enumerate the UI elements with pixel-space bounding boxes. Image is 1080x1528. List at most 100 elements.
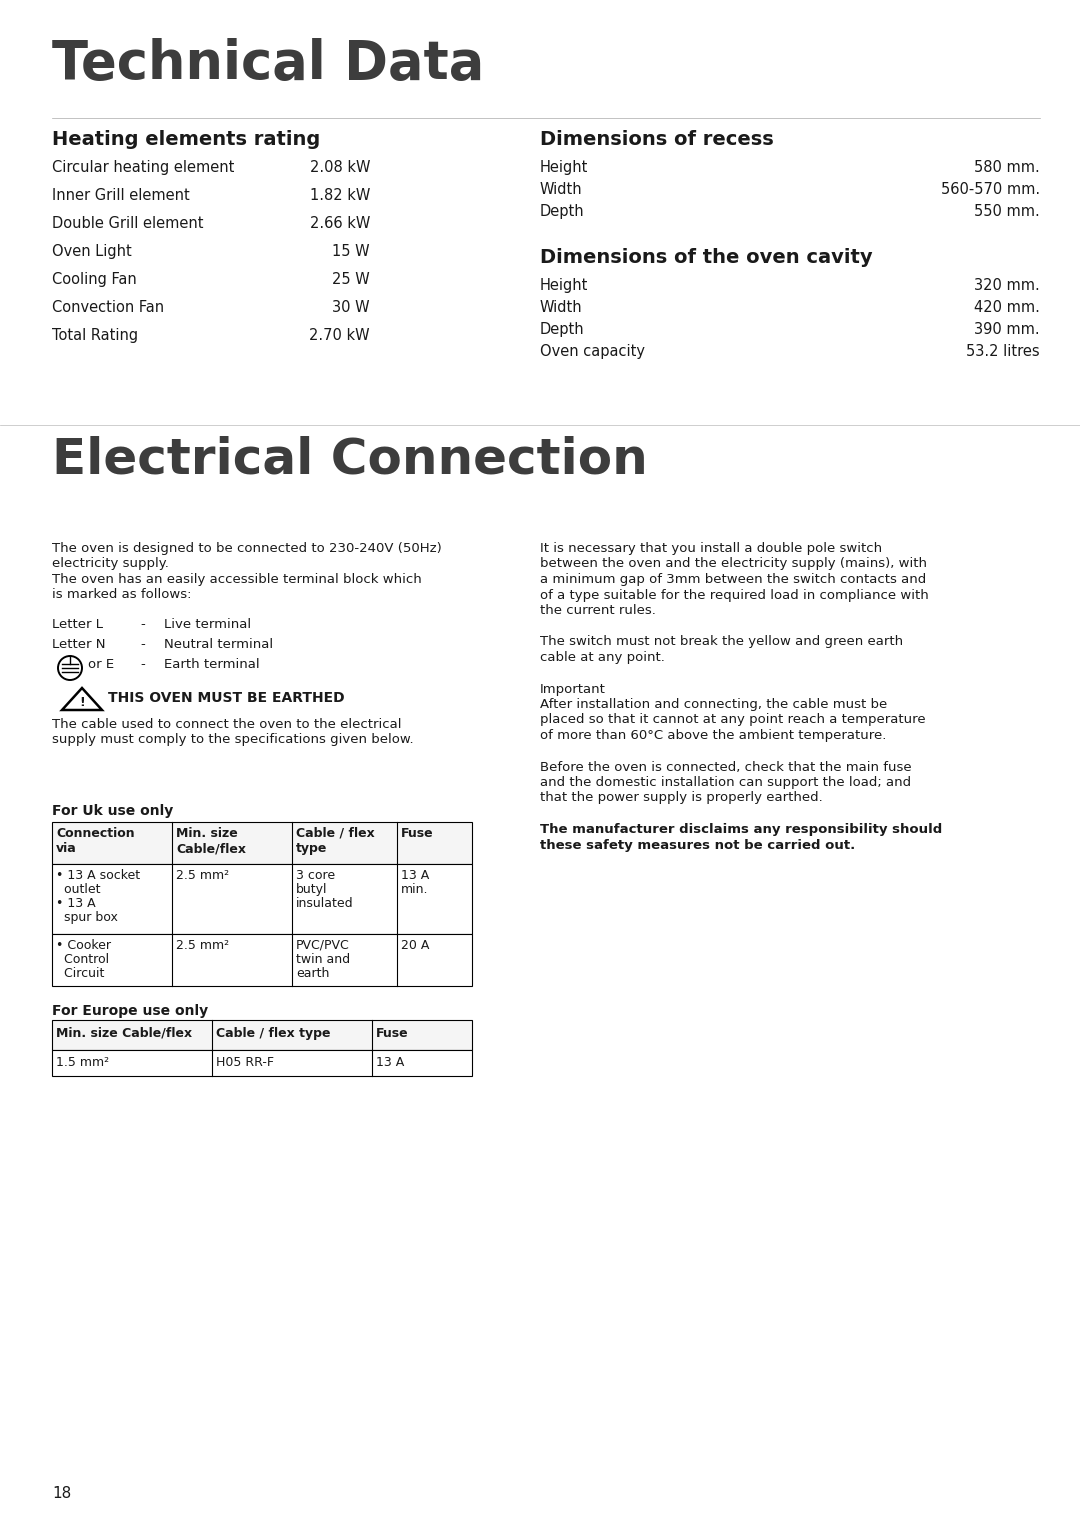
Text: a minimum gap of 3mm between the switch contacts and: a minimum gap of 3mm between the switch … <box>540 573 927 587</box>
Text: or E: or E <box>87 659 114 671</box>
Text: Electrical Connection: Electrical Connection <box>52 435 648 483</box>
Bar <box>52 1050 472 1076</box>
Text: Technical Data: Technical Data <box>52 38 484 90</box>
Text: For Europe use only: For Europe use only <box>52 1004 208 1018</box>
Text: 420 mm.: 420 mm. <box>974 299 1040 315</box>
Text: Fuse: Fuse <box>376 1027 408 1041</box>
Text: Oven Light: Oven Light <box>52 244 132 260</box>
Text: Double Grill element: Double Grill element <box>52 215 203 231</box>
Text: the current rules.: the current rules. <box>540 604 656 617</box>
Text: 1.82 kW: 1.82 kW <box>310 188 370 203</box>
Text: spur box: spur box <box>56 911 118 924</box>
Text: butyl: butyl <box>296 883 327 895</box>
Text: 30 W: 30 W <box>333 299 370 315</box>
Text: PVC/PVC: PVC/PVC <box>296 940 350 952</box>
Text: min.: min. <box>401 883 429 895</box>
Text: THIS OVEN MUST BE EARTHED: THIS OVEN MUST BE EARTHED <box>108 691 345 704</box>
Text: Before the oven is connected, check that the main fuse: Before the oven is connected, check that… <box>540 761 912 773</box>
Text: via: via <box>56 842 77 856</box>
Text: 560-570 mm.: 560-570 mm. <box>941 182 1040 197</box>
Text: 2.5 mm²: 2.5 mm² <box>176 940 229 952</box>
Text: Convection Fan: Convection Fan <box>52 299 164 315</box>
Text: 2.5 mm²: 2.5 mm² <box>176 869 229 882</box>
Text: • 13 A socket: • 13 A socket <box>56 869 140 882</box>
Text: -: - <box>140 659 145 671</box>
Bar <box>52 863 472 934</box>
Text: Letter N: Letter N <box>52 639 106 651</box>
Text: Fuse: Fuse <box>401 827 434 840</box>
Text: After installation and connecting, the cable must be: After installation and connecting, the c… <box>540 698 888 711</box>
Text: Oven capacity: Oven capacity <box>540 344 645 359</box>
Text: Control: Control <box>56 953 109 966</box>
Text: Min. size Cable/flex: Min. size Cable/flex <box>56 1027 192 1041</box>
Text: H05 RR-F: H05 RR-F <box>216 1056 274 1070</box>
Text: 20 A: 20 A <box>401 940 430 952</box>
Text: 15 W: 15 W <box>333 244 370 260</box>
Text: -: - <box>140 617 145 631</box>
Text: electricity supply.: electricity supply. <box>52 558 168 570</box>
Text: and the domestic installation can support the load; and: and the domestic installation can suppor… <box>540 776 912 788</box>
Text: 2.66 kW: 2.66 kW <box>310 215 370 231</box>
Text: The oven has an easily accessible terminal block which: The oven has an easily accessible termin… <box>52 573 422 587</box>
Text: It is necessary that you install a double pole switch: It is necessary that you install a doubl… <box>540 542 882 555</box>
Text: Cable / flex type: Cable / flex type <box>216 1027 330 1041</box>
Text: supply must comply to the specifications given below.: supply must comply to the specifications… <box>52 733 414 747</box>
Text: cable at any point.: cable at any point. <box>540 651 665 665</box>
Text: 2.08 kW: 2.08 kW <box>310 160 370 176</box>
Text: • Cooker: • Cooker <box>56 940 111 952</box>
Bar <box>52 1021 472 1050</box>
Text: 1.5 mm²: 1.5 mm² <box>56 1056 109 1070</box>
Text: 13 A: 13 A <box>401 869 429 882</box>
Text: 390 mm.: 390 mm. <box>974 322 1040 338</box>
Text: Circuit: Circuit <box>56 967 105 979</box>
Text: Min. size: Min. size <box>176 827 238 840</box>
Text: Neutral terminal: Neutral terminal <box>164 639 273 651</box>
Text: Depth: Depth <box>540 322 584 338</box>
Text: The oven is designed to be connected to 230-240V (50Hz): The oven is designed to be connected to … <box>52 542 442 555</box>
Text: Cable / flex: Cable / flex <box>296 827 375 840</box>
Bar <box>52 934 472 986</box>
Text: type: type <box>296 842 327 856</box>
Text: that the power supply is properly earthed.: that the power supply is properly earthe… <box>540 792 823 805</box>
Text: 580 mm.: 580 mm. <box>974 160 1040 176</box>
Text: Heating elements rating: Heating elements rating <box>52 130 321 150</box>
Text: these safety measures not be carried out.: these safety measures not be carried out… <box>540 839 855 851</box>
Text: 25 W: 25 W <box>333 272 370 287</box>
Text: outlet: outlet <box>56 883 100 895</box>
Text: Height: Height <box>540 160 589 176</box>
Text: 550 mm.: 550 mm. <box>974 205 1040 219</box>
Text: Dimensions of the oven cavity: Dimensions of the oven cavity <box>540 248 873 267</box>
Text: Cable/flex: Cable/flex <box>176 842 246 856</box>
Text: Height: Height <box>540 278 589 293</box>
Text: Important: Important <box>540 683 606 695</box>
Text: Circular heating element: Circular heating element <box>52 160 234 176</box>
Text: Inner Grill element: Inner Grill element <box>52 188 190 203</box>
Text: Letter L: Letter L <box>52 617 103 631</box>
Text: Total Rating: Total Rating <box>52 329 138 342</box>
Text: Connection: Connection <box>56 827 135 840</box>
Text: Dimensions of recess: Dimensions of recess <box>540 130 773 150</box>
Text: earth: earth <box>296 967 329 979</box>
Text: Depth: Depth <box>540 205 584 219</box>
Bar <box>52 822 472 863</box>
Text: 3 core: 3 core <box>296 869 335 882</box>
Text: 13 A: 13 A <box>376 1056 404 1070</box>
Text: Width: Width <box>540 182 582 197</box>
Text: twin and: twin and <box>296 953 350 966</box>
Text: between the oven and the electricity supply (mains), with: between the oven and the electricity sup… <box>540 558 927 570</box>
Text: Earth terminal: Earth terminal <box>164 659 259 671</box>
Text: 2.70 kW: 2.70 kW <box>309 329 370 342</box>
Text: The cable used to connect the oven to the electrical: The cable used to connect the oven to th… <box>52 718 402 730</box>
Text: of more than 60°C above the ambient temperature.: of more than 60°C above the ambient temp… <box>540 729 887 743</box>
Text: Width: Width <box>540 299 582 315</box>
Text: Cooling Fan: Cooling Fan <box>52 272 137 287</box>
Text: !: ! <box>79 695 85 709</box>
Text: 18: 18 <box>52 1487 71 1500</box>
Text: placed so that it cannot at any point reach a temperature: placed so that it cannot at any point re… <box>540 714 926 726</box>
Text: The manufacturer disclaims any responsibility should: The manufacturer disclaims any responsib… <box>540 824 942 836</box>
Text: -: - <box>140 639 145 651</box>
Text: 320 mm.: 320 mm. <box>974 278 1040 293</box>
Text: • 13 A: • 13 A <box>56 897 96 911</box>
Text: For Uk use only: For Uk use only <box>52 804 173 817</box>
Text: The switch must not break the yellow and green earth: The switch must not break the yellow and… <box>540 636 903 648</box>
